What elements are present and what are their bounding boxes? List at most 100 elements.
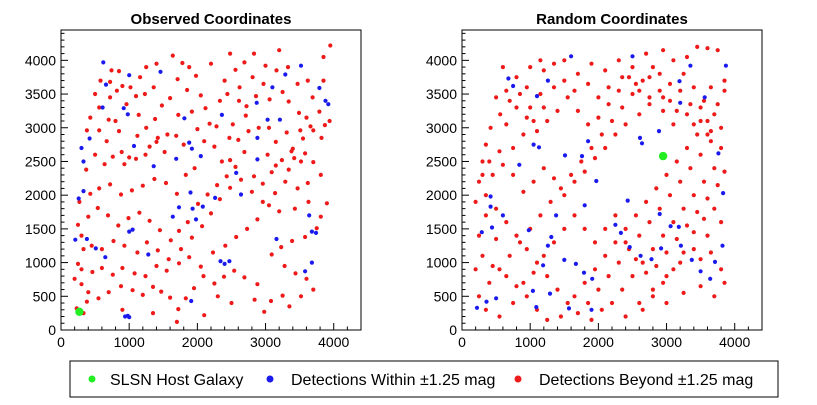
point-beyond [507, 253, 512, 258]
point-beyond [150, 284, 156, 289]
point-beyond [96, 296, 101, 301]
point-beyond [203, 106, 208, 111]
point-beyond [575, 108, 581, 113]
y-tick-label: 2000 [426, 187, 457, 203]
point-beyond [490, 172, 495, 177]
point-within [127, 315, 132, 320]
point-beyond [565, 95, 570, 100]
point-beyond [193, 73, 199, 78]
point-beyond [205, 192, 210, 197]
point-beyond [79, 282, 84, 287]
y-tick-label: 1500 [25, 221, 56, 237]
point-beyond [671, 267, 676, 272]
point-beyond [324, 201, 329, 206]
point-beyond [480, 159, 485, 164]
point-beyond [623, 122, 628, 127]
point-beyond [116, 223, 121, 228]
point-beyond [545, 274, 550, 279]
point-beyond [480, 253, 485, 258]
point-beyond [517, 91, 523, 97]
point-beyond [667, 81, 673, 86]
point-within [222, 261, 227, 266]
point-beyond [176, 112, 181, 117]
point-beyond [228, 185, 233, 190]
y-tick-label: 2500 [25, 153, 56, 169]
point-beyond [99, 247, 104, 252]
point-beyond [221, 274, 227, 279]
point-beyond [127, 155, 132, 160]
point-beyond [311, 128, 316, 133]
point-beyond [108, 79, 113, 84]
point-beyond [541, 105, 546, 110]
point-beyond [698, 257, 703, 262]
point-beyond [116, 69, 122, 74]
point-within [130, 227, 135, 232]
point-within [101, 60, 106, 65]
point-beyond [514, 233, 519, 238]
point-within [84, 236, 89, 242]
point-beyond [551, 85, 557, 90]
point-within [227, 259, 232, 264]
point-beyond [541, 253, 546, 258]
point-beyond [298, 159, 304, 164]
point-beyond [708, 129, 714, 134]
point-within [81, 159, 86, 164]
point-beyond [300, 136, 306, 141]
point-within [613, 222, 618, 227]
point-beyond [88, 191, 93, 196]
point-within [254, 100, 259, 105]
y-tick-label: 3500 [426, 86, 457, 102]
x-tick-label: 4000 [318, 334, 349, 350]
point-beyond [678, 260, 683, 265]
point-beyond [251, 174, 257, 179]
point-beyond [558, 314, 564, 319]
point-beyond [695, 132, 700, 137]
point-beyond [280, 89, 285, 95]
y-tick-label: 1000 [426, 255, 457, 271]
point-beyond [249, 189, 254, 194]
y-tick-label: 4000 [426, 52, 457, 68]
point-beyond [504, 122, 509, 127]
point-within [213, 195, 218, 200]
point-beyond [265, 152, 270, 157]
point-within [712, 259, 718, 264]
point-beyond [698, 118, 703, 124]
point-beyond [661, 233, 666, 238]
point-within [590, 276, 595, 281]
point-beyond [214, 124, 219, 129]
point-beyond [586, 300, 591, 306]
point-beyond [228, 51, 233, 56]
point-beyond [303, 234, 308, 240]
point-beyond [132, 271, 137, 276]
point-within [517, 162, 522, 167]
point-beyond [243, 113, 248, 118]
point-beyond [664, 250, 669, 255]
point-beyond [684, 145, 690, 151]
point-beyond [170, 53, 175, 58]
point-within [638, 253, 643, 258]
plot-frame [60, 29, 362, 331]
point-beyond [263, 63, 268, 68]
point-beyond [606, 102, 611, 107]
point-beyond [712, 206, 717, 211]
point-within [146, 252, 151, 257]
point-beyond [545, 118, 550, 124]
x-tick-label: 0 [57, 334, 65, 350]
point-beyond [217, 197, 222, 202]
point-beyond [321, 78, 326, 83]
point-beyond [234, 234, 239, 240]
point-beyond [306, 199, 311, 204]
point-beyond [163, 180, 169, 186]
point-beyond [304, 276, 309, 281]
point-host [75, 307, 84, 316]
point-beyond [286, 167, 291, 172]
point-beyond [77, 199, 82, 204]
point-within [531, 142, 536, 147]
point-within [689, 257, 694, 262]
point-within [581, 270, 587, 275]
point-within [677, 79, 682, 84]
point-beyond [609, 300, 615, 306]
y-tick-label: 4000 [25, 52, 56, 68]
point-beyond [701, 216, 707, 221]
point-beyond [208, 211, 214, 216]
